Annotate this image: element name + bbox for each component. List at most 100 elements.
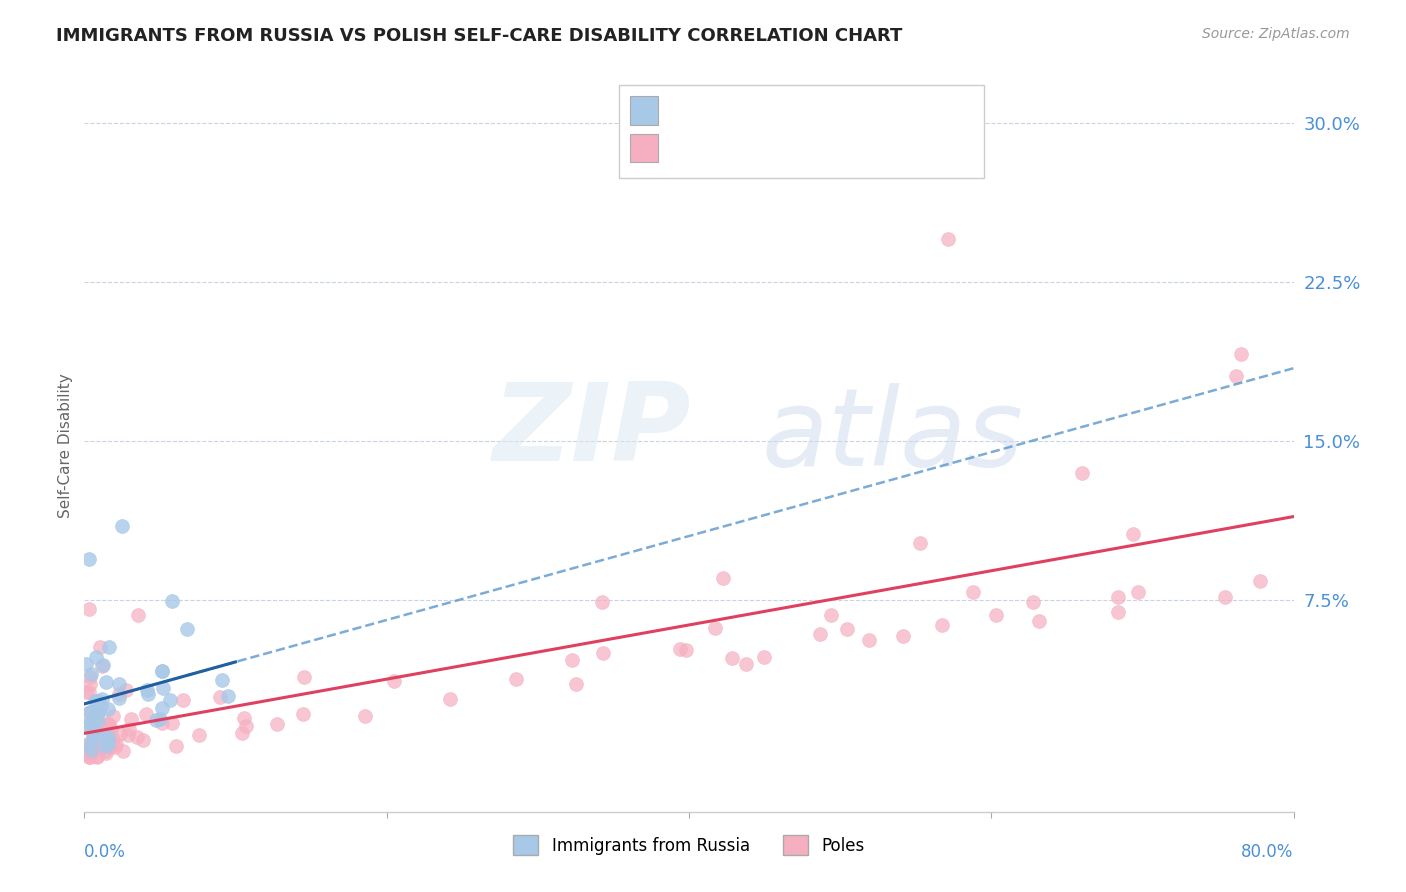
Point (94, 675, 117, 690)
Point (89, 640, 111, 655)
Point (104, 739, 127, 754)
Point (160, 594, 183, 608)
Point (187, 729, 209, 743)
Point (90, 698, 112, 713)
Point (111, 518, 134, 533)
Point (75, 657, 97, 672)
Point (1225, 368, 1247, 383)
Point (87, 713, 110, 727)
Point (1070, 466, 1092, 480)
Text: IMMIGRANTS FROM RUSSIA VS POLISH SELF-CARE DISABILITY CORRELATION CHART: IMMIGRANTS FROM RUSSIA VS POLISH SELF-CA… (56, 27, 903, 45)
Point (97, 702, 120, 716)
Point (90, 658, 112, 673)
Point (97, 737, 120, 751)
Point (354, 709, 377, 723)
Point (754, 650, 776, 665)
Point (145, 714, 167, 728)
Point (150, 715, 173, 730)
Point (734, 657, 756, 672)
Point (986, 608, 1008, 623)
Point (97, 731, 120, 746)
Point (86, 749, 108, 764)
Point (103, 708, 125, 723)
Point (117, 728, 139, 742)
Point (561, 652, 583, 666)
Point (172, 693, 194, 707)
Point (808, 627, 831, 641)
Point (77, 706, 100, 721)
Point (91, 691, 114, 706)
Text: R =  0.199   N =  44: R = 0.199 N = 44 (672, 101, 886, 120)
Point (94, 744, 117, 758)
Point (97, 716, 120, 731)
Point (936, 232, 959, 246)
Point (77, 715, 100, 730)
Point (77, 749, 100, 764)
Point (79, 705, 101, 719)
Point (77, 739, 100, 753)
Point (77, 685, 100, 699)
Point (1230, 347, 1253, 361)
Point (79, 743, 101, 757)
Legend: Immigrants from Russia, Poles: Immigrants from Russia, Poles (506, 829, 872, 862)
Point (107, 691, 129, 706)
Point (77, 748, 100, 763)
Point (160, 715, 183, 730)
Point (127, 730, 149, 744)
Point (565, 677, 588, 691)
Point (104, 737, 127, 751)
Point (115, 683, 138, 698)
Point (108, 687, 131, 701)
Point (97, 725, 120, 739)
Point (76, 737, 98, 751)
Point (382, 673, 405, 688)
Point (86, 712, 108, 726)
Point (80, 739, 103, 753)
Point (76, 743, 98, 757)
Point (100, 722, 122, 736)
Point (1021, 595, 1043, 609)
Point (97, 640, 120, 655)
Point (79, 747, 101, 761)
Point (159, 692, 181, 706)
Text: R =  0.357   N =  101: R = 0.357 N = 101 (672, 138, 898, 158)
Point (217, 689, 239, 703)
Point (91, 721, 114, 735)
Point (1213, 590, 1236, 604)
Point (84, 649, 107, 664)
Point (235, 718, 257, 732)
Y-axis label: Self-Care Disability: Self-Care Disability (58, 374, 73, 518)
Point (83, 694, 105, 708)
Point (669, 641, 692, 656)
Point (132, 733, 155, 747)
Point (79, 750, 101, 764)
Text: atlas: atlas (762, 383, 1024, 488)
Text: 80.0%: 80.0% (1241, 843, 1294, 861)
Point (152, 681, 174, 695)
Point (79, 739, 101, 754)
Point (591, 595, 613, 609)
Point (80, 705, 103, 719)
Point (150, 664, 173, 678)
Point (1250, 574, 1272, 588)
Point (1122, 527, 1144, 541)
Point (165, 739, 187, 753)
Point (232, 710, 254, 724)
Point (75, 746, 97, 760)
Point (176, 623, 198, 637)
Point (91, 657, 114, 672)
Point (962, 585, 984, 599)
Point (150, 701, 173, 715)
Point (721, 651, 744, 665)
Point (98, 740, 121, 755)
Point (266, 717, 288, 731)
Point (118, 722, 141, 736)
Point (931, 618, 953, 632)
Point (100, 739, 122, 753)
Point (80, 706, 103, 720)
Point (101, 731, 124, 746)
Point (127, 608, 149, 623)
Text: Source: ZipAtlas.com: Source: ZipAtlas.com (1202, 27, 1350, 41)
Point (908, 536, 931, 550)
Point (82, 728, 104, 742)
